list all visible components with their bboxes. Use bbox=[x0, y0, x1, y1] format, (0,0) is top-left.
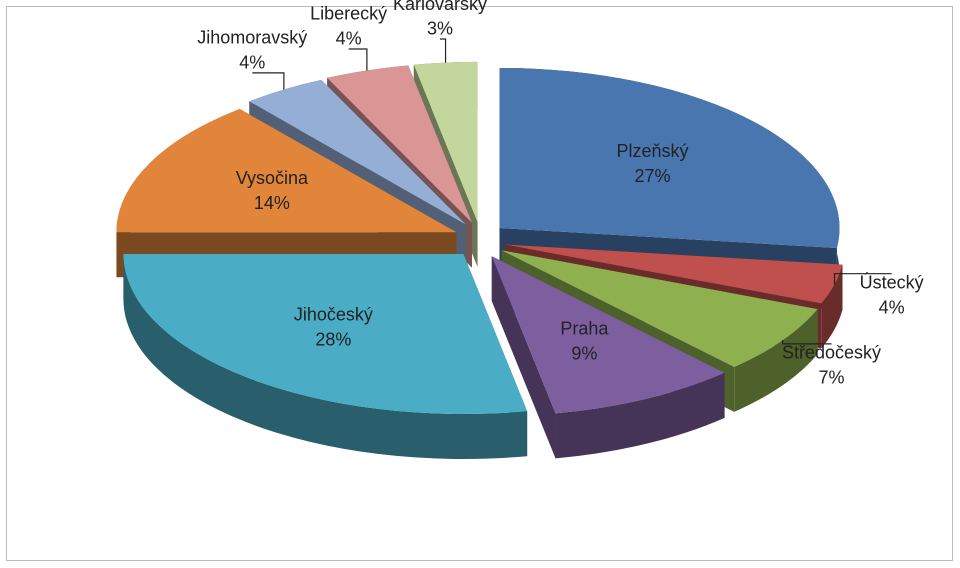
slice-wall bbox=[491, 256, 556, 459]
slice-side bbox=[734, 309, 818, 412]
slice-name: Karlovarský bbox=[393, 0, 487, 14]
slice-name: Vysočina bbox=[236, 168, 309, 188]
slice bbox=[413, 61, 478, 222]
leader-line bbox=[833, 273, 892, 285]
slice bbox=[249, 79, 467, 225]
slice-name: Jihočeský bbox=[294, 305, 373, 325]
slice bbox=[499, 67, 840, 249]
slice bbox=[123, 254, 528, 415]
slice-name: Jihomoravský bbox=[197, 28, 307, 48]
slice-value-label: 28% bbox=[315, 330, 351, 350]
leader-line bbox=[440, 38, 447, 63]
slice-side bbox=[821, 264, 843, 349]
slice-value-label: 9% bbox=[571, 344, 597, 364]
slice-value-label: 27% bbox=[635, 166, 671, 186]
slice-value-label: 14% bbox=[254, 193, 290, 213]
slice bbox=[116, 108, 457, 233]
slice-value-label: 4% bbox=[239, 53, 265, 73]
slice-value-label: 4% bbox=[336, 29, 362, 49]
leader-line bbox=[252, 72, 285, 90]
leader-line bbox=[782, 340, 832, 345]
slice-name: Praha bbox=[560, 319, 609, 339]
slice-name: Liberecký bbox=[310, 4, 387, 24]
slice-side bbox=[555, 372, 725, 459]
slice-value-label: 3% bbox=[427, 19, 453, 39]
slice-value-label: 4% bbox=[879, 297, 905, 317]
slice-value-label: 7% bbox=[819, 368, 845, 388]
slice-name: Ústecký bbox=[860, 271, 924, 292]
slice bbox=[327, 65, 472, 223]
slice bbox=[505, 244, 843, 304]
slice-side bbox=[123, 254, 528, 460]
slice-name: Plzeňský bbox=[617, 141, 689, 161]
slice bbox=[501, 250, 818, 367]
slice bbox=[491, 256, 725, 414]
leader-line bbox=[348, 48, 368, 71]
slice-name: Středočeský bbox=[782, 343, 881, 363]
